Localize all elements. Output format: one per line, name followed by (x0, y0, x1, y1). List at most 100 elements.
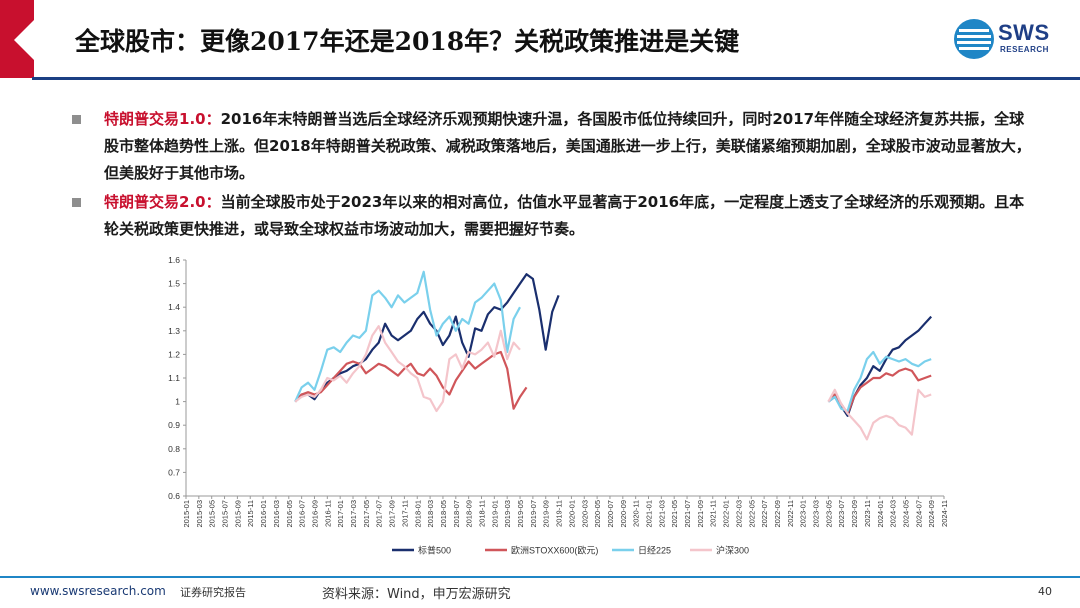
series-line (294, 350, 528, 410)
x-tick-label: 2018-09 (465, 500, 474, 528)
x-tick-label: 2015-11 (246, 500, 255, 527)
x-tick-label: 2020-11 (632, 500, 641, 527)
x-tick-label: 2021-05 (670, 500, 679, 528)
x-tick-label: 2017-09 (388, 500, 397, 528)
x-tick-label: 2023-05 (824, 500, 833, 528)
series-line (294, 270, 521, 403)
bullet-highlight: 特朗普交易1.0： (104, 110, 221, 128)
x-tick-label: 2017-07 (375, 500, 384, 528)
x-tick-label: 2024-11 (940, 500, 949, 527)
x-tick-label: 2020-07 (606, 500, 615, 528)
x-tick-label: 2020-05 (593, 500, 602, 528)
x-tick-label: 2016-01 (259, 500, 268, 528)
x-tick-label: 2024-05 (901, 500, 910, 528)
y-tick-label: 1.4 (168, 302, 180, 312)
page-title: 全球股市：更像2017年还是2018年？关税政策推进是关键 (75, 27, 740, 56)
x-tick-label: 2024-09 (927, 500, 936, 528)
y-tick-label: 0.9 (168, 420, 180, 430)
bullet-item: 特朗普交易1.0：2016年末特朗普当选后全球经济乐观预期快速升温，各国股市低位… (72, 106, 1032, 187)
series-line (827, 388, 932, 441)
x-tick-label: 2024-03 (889, 500, 898, 528)
x-axis: 2015-01 2015-03 2015-05 2015-07 2015-09 2015-… (182, 495, 949, 528)
x-tick-label: 2023-07 (837, 500, 846, 528)
page-number: 40 (1038, 585, 1052, 598)
bullet-text: 当前全球股市处于2023年以来的相对高位，估值水平显著高于2016年底，一定程度… (104, 193, 1025, 238)
x-tick-label: 2021-11 (709, 500, 718, 527)
y-tick-label: 0.7 (168, 467, 180, 477)
chart-legend: 标普500 欧洲STOXX600(欧元) 日经225 沪深300 (392, 545, 749, 556)
y-tick-label: 1.3 (168, 326, 180, 336)
sws-logo: SWS RESEARCH (953, 18, 1063, 62)
legend-label: 日经225 (638, 545, 671, 556)
line-chart: 0.60.70.80.911.11.21.31.41.51.6 2015-01 2… (168, 255, 949, 556)
bullet-list: 特朗普交易1.0：2016年末特朗普当选后全球经济乐观预期快速升温，各国股市低位… (72, 106, 1032, 245)
logo-subtext: RESEARCH (1000, 45, 1049, 54)
sws-logo-icon (954, 19, 994, 59)
series-line (827, 315, 933, 417)
x-tick-label: 2016-09 (310, 500, 319, 528)
y-tick-label: 0.6 (168, 491, 180, 501)
x-tick-label: 2018-03 (426, 500, 435, 528)
x-tick-label: 2022-07 (760, 500, 769, 528)
x-tick-label: 2015-07 (221, 500, 230, 528)
legend-label: 标普500 (418, 545, 451, 556)
y-tick-label: 0.8 (168, 444, 180, 454)
x-tick-label: 2015-03 (195, 500, 204, 528)
x-tick-label: 2019-07 (529, 500, 538, 528)
x-tick-label: 2023-09 (850, 500, 859, 528)
x-tick-label: 2019-05 (516, 500, 525, 528)
x-tick-label: 2015-05 (208, 500, 217, 528)
x-tick-label: 2022-01 (722, 500, 731, 528)
y-tick-label: 1.2 (168, 349, 180, 359)
square-bullet-icon (72, 115, 81, 124)
x-tick-label: 2020-03 (580, 500, 589, 528)
footer-report-label: 证券研究报告 (180, 586, 246, 599)
x-tick-label: 2019-03 (503, 500, 512, 528)
x-tick-label: 2024-07 (914, 500, 923, 528)
x-tick-label: 2023-11 (863, 500, 872, 527)
legend-label: 欧洲STOXX600(欧元) (511, 545, 598, 556)
x-tick-label: 2016-03 (272, 500, 281, 528)
x-tick-label: 2023-03 (812, 500, 821, 528)
square-bullet-icon (72, 198, 81, 207)
footer-website-link[interactable]: www.swsresearch.com (30, 584, 166, 598)
x-tick-label: 2024-01 (876, 500, 885, 528)
x-tick-label: 2016-05 (285, 500, 294, 528)
bullet-text: 2016年末特朗普当选后全球经济乐观预期快速升温，各国股市低位持续回升，同时20… (104, 110, 1031, 182)
x-tick-label: 2019-11 (555, 500, 564, 527)
x-tick-label: 2021-09 (696, 500, 705, 528)
x-tick-label: 2018-11 (477, 500, 486, 527)
x-tick-label: 2018-07 (452, 500, 461, 528)
series-line (294, 273, 560, 403)
x-tick-label: 2022-09 (773, 500, 782, 528)
x-tick-label: 2022-11 (786, 500, 795, 527)
slide-header: 全球股市：更像2017年还是2018年？关税政策推进是关键 SWS RESEAR… (0, 0, 1080, 80)
x-tick-label: 2018-05 (439, 500, 448, 528)
x-tick-label: 2021-03 (657, 500, 666, 528)
x-tick-label: 2019-01 (490, 500, 499, 528)
x-tick-label: 2016-11 (323, 500, 332, 527)
x-tick-label: 2017-05 (362, 500, 371, 528)
x-tick-label: 2017-03 (349, 500, 358, 528)
x-tick-label: 2017-01 (336, 500, 345, 528)
y-tick-label: 1.6 (168, 255, 180, 265)
data-source: 资料来源：Wind，申万宏源研究 (322, 587, 511, 602)
y-tick-label: 1 (175, 397, 180, 407)
bullet-highlight: 特朗普交易2.0： (104, 193, 221, 211)
x-tick-label: 2023-01 (799, 500, 808, 528)
x-tick-label: 2022-03 (734, 500, 743, 528)
x-tick-label: 2016-07 (298, 500, 307, 528)
y-tick-label: 1.1 (168, 373, 180, 383)
x-tick-label: 2020-09 (619, 500, 628, 528)
legend-label: 沪深300 (716, 545, 749, 556)
series-line (294, 324, 521, 413)
plot-area (294, 270, 933, 441)
footer-divider (0, 576, 1080, 578)
x-tick-label: 2017-11 (400, 500, 409, 527)
x-tick-label: 2021-01 (645, 500, 654, 528)
header-divider (32, 77, 1080, 80)
x-tick-label: 2022-05 (747, 500, 756, 528)
x-tick-label: 2015-01 (182, 500, 191, 528)
y-tick-label: 1.5 (168, 279, 180, 289)
x-tick-label: 2015-09 (233, 500, 242, 528)
